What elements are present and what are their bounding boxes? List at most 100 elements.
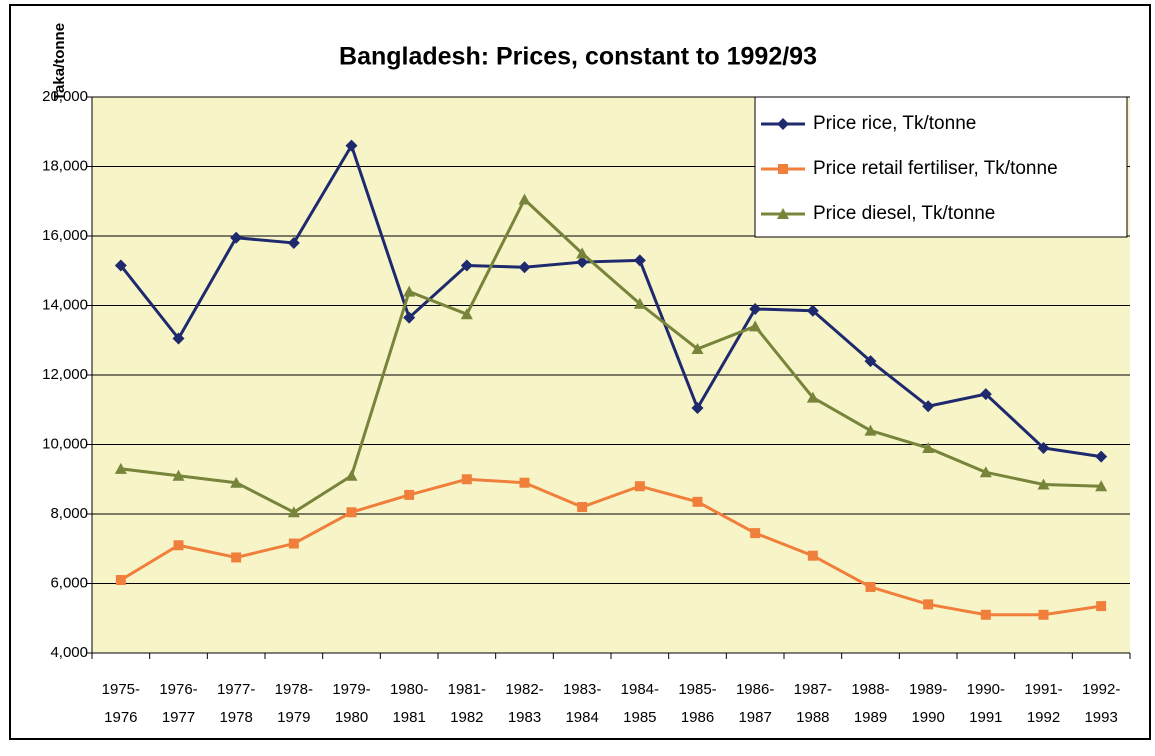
x-tick-label: 1986 — [681, 709, 714, 726]
x-tick-label: 1985 — [623, 709, 656, 726]
x-tick-label: 1982- — [505, 681, 543, 698]
y-tick-label: 6,000 — [50, 574, 88, 591]
marker — [692, 496, 703, 507]
marker — [114, 462, 127, 474]
marker — [922, 400, 935, 413]
marker — [634, 481, 645, 492]
marker — [288, 538, 299, 549]
marker — [231, 552, 242, 563]
x-tick-label: 1983 — [508, 709, 541, 726]
x-tick-label: 1982 — [450, 709, 483, 726]
marker — [461, 474, 472, 485]
x-tick-label: 1979 — [277, 709, 310, 726]
marker — [691, 342, 704, 354]
x-tick-label: 1980 — [335, 709, 368, 726]
x-tick-label: 1989- — [909, 681, 947, 698]
x-tick-label: 1988 — [796, 709, 829, 726]
y-axis-label: Taka/tonne — [51, 23, 68, 101]
series-line — [119, 142, 1102, 459]
marker — [403, 285, 416, 297]
x-tick-label: 1989 — [854, 709, 887, 726]
marker — [576, 247, 589, 259]
x-tick-label: 1976- — [159, 681, 197, 698]
marker — [691, 402, 704, 415]
marker — [519, 477, 530, 488]
marker — [287, 236, 300, 249]
legend-label: Price retail fertiliser, Tk/tonne — [813, 158, 1058, 179]
x-tick-label: 1983- — [563, 681, 601, 698]
marker — [172, 469, 185, 481]
marker — [173, 540, 184, 551]
marker — [1095, 450, 1108, 463]
legend-label: Price rice, Tk/tonne — [813, 113, 976, 134]
marker — [1096, 601, 1107, 612]
marker — [345, 469, 358, 481]
x-tick-label: 1981- — [448, 681, 486, 698]
marker — [806, 391, 819, 403]
x-tick-label: 1991 — [969, 709, 1002, 726]
marker — [923, 599, 934, 610]
legend-box — [754, 96, 1128, 238]
legend-label: Price diesel, Tk/tonne — [813, 203, 995, 224]
x-tick-label: 1992- — [1082, 681, 1120, 698]
marker — [980, 609, 991, 620]
y-tick-label: 20,000 — [42, 88, 88, 105]
legend: Price rice, Tk/tonne Price retail fertili… — [754, 96, 1128, 238]
marker — [633, 254, 646, 267]
x-tick-label: 1976 — [104, 709, 137, 726]
x-tick-label: 1984 — [565, 709, 598, 726]
marker — [865, 581, 876, 592]
marker — [864, 355, 877, 368]
x-tick-label: 1993 — [1084, 709, 1117, 726]
marker — [460, 259, 473, 272]
x-tick-label: 1992 — [1027, 709, 1060, 726]
marker — [1038, 609, 1049, 620]
marker — [806, 304, 819, 317]
marker — [518, 193, 531, 205]
marker — [114, 259, 127, 272]
y-tick-label: 8,000 — [50, 505, 88, 522]
x-tick-label: 1987- — [794, 681, 832, 698]
marker — [1037, 441, 1050, 454]
x-tick-label: 1979- — [332, 681, 370, 698]
marker — [287, 506, 300, 518]
x-tick-label: 1978 — [219, 709, 252, 726]
series-line — [120, 197, 1102, 514]
x-tick-label: 1988- — [851, 681, 889, 698]
x-tick-label: 1984- — [621, 681, 659, 698]
marker — [864, 424, 877, 436]
marker — [346, 507, 357, 518]
marker — [777, 208, 789, 219]
marker — [749, 320, 762, 332]
x-tick-label: 1987 — [738, 709, 771, 726]
marker — [979, 388, 992, 401]
marker — [979, 466, 992, 478]
y-tick-label: 14,000 — [42, 296, 88, 313]
marker — [576, 256, 589, 269]
marker — [633, 297, 646, 309]
marker — [172, 332, 185, 345]
x-tick-label: 1978- — [275, 681, 313, 698]
x-tick-label: 1985- — [678, 681, 716, 698]
x-tick-label: 1991- — [1024, 681, 1062, 698]
x-tick-label: 1980- — [390, 681, 428, 698]
marker — [922, 441, 935, 453]
marker — [404, 489, 415, 500]
marker — [807, 550, 818, 561]
marker — [1095, 480, 1108, 492]
y-tick-label: 18,000 — [42, 157, 88, 174]
x-tick-label: 1990- — [967, 681, 1005, 698]
x-tick-label: 1977- — [217, 681, 255, 698]
series-line — [120, 477, 1102, 617]
marker — [750, 528, 761, 539]
x-tick-label: 1975- — [102, 681, 140, 698]
marker — [345, 139, 358, 152]
marker — [115, 575, 126, 586]
marker — [403, 311, 416, 324]
y-tick-label: 10,000 — [42, 435, 88, 452]
y-tick-label: 4,000 — [50, 644, 88, 661]
y-tick-label: 12,000 — [42, 366, 88, 383]
marker — [518, 261, 531, 274]
marker — [778, 164, 788, 174]
